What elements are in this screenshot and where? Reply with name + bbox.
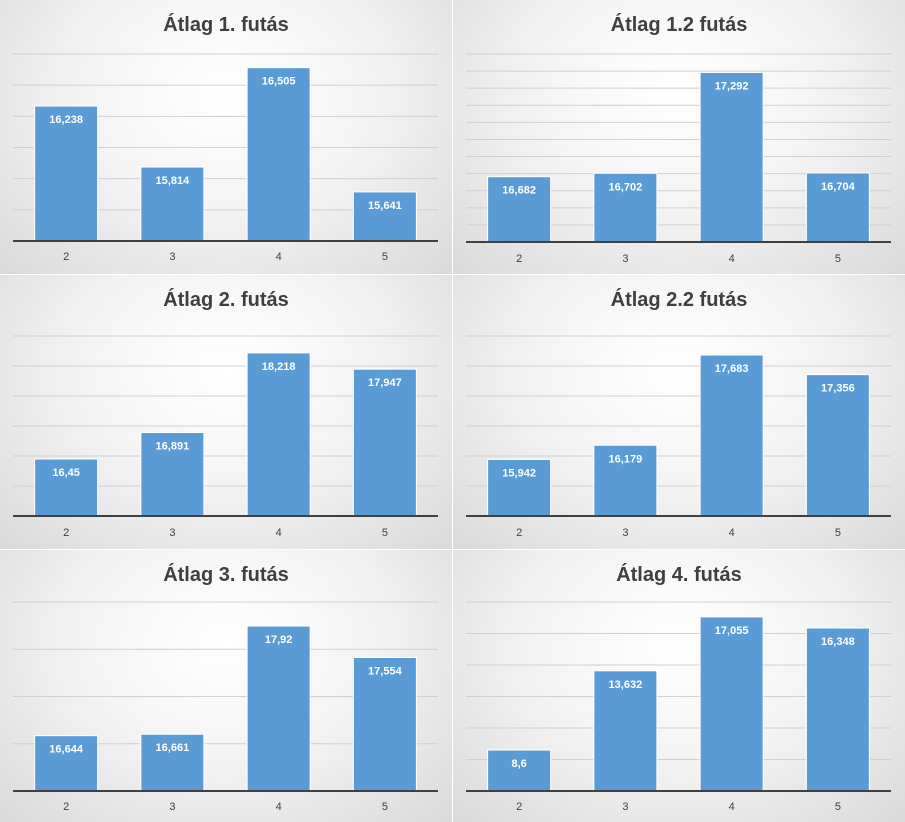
chart-title: Átlag 2. futás bbox=[163, 288, 289, 311]
x-tick-label: 2 bbox=[516, 253, 522, 265]
bar-4 bbox=[246, 625, 311, 792]
x-tick-label: 2 bbox=[516, 527, 522, 539]
x-tick-label: 3 bbox=[169, 527, 175, 539]
chart-title: Átlag 2.2 futás bbox=[611, 288, 748, 311]
x-tick-label: 3 bbox=[622, 527, 628, 539]
x-tick-label: 5 bbox=[835, 801, 841, 813]
data-label: 16,45 bbox=[52, 467, 80, 479]
data-label: 16,179 bbox=[609, 453, 643, 465]
chart-panel-4: Átlag 2.2 futás 15,942 2 16,179 3 17,683 4 17,3… bbox=[453, 275, 905, 549]
x-tick-label: 5 bbox=[835, 527, 841, 539]
bar-3 bbox=[593, 444, 658, 517]
bar-5 bbox=[352, 368, 417, 517]
chart-title: Átlag 1.2 futás bbox=[611, 13, 748, 36]
data-label: 16,682 bbox=[502, 185, 536, 197]
data-label: 17,683 bbox=[715, 363, 749, 375]
chart-6: Átlag 4. futás 8,6 2 13,632 3 17,055 4 16,348 5 bbox=[466, 563, 891, 813]
x-tick-label: 2 bbox=[63, 801, 69, 813]
bar-3 bbox=[593, 670, 658, 792]
data-label: 15,942 bbox=[502, 467, 536, 479]
data-label: 17,92 bbox=[265, 634, 293, 646]
chart-1: Átlag 1. futás 16,238 2 15,814 3 16,505 4 15,64… bbox=[13, 13, 438, 263]
chart-5: Átlag 3. futás 16,644 2 16,661 3 17,92 4 17,554… bbox=[13, 563, 438, 813]
x-tick-label: 5 bbox=[382, 251, 388, 263]
x-tick-label: 5 bbox=[382, 527, 388, 539]
x-tick-label: 2 bbox=[63, 251, 69, 263]
chart-panel-6: Átlag 4. futás 8,6 2 13,632 3 17,055 4 16,348 5 bbox=[453, 550, 905, 822]
chart-title: Átlag 4. futás bbox=[616, 563, 742, 586]
chart-3: Átlag 2. futás 16,45 2 16,891 3 18,218 4 17,947… bbox=[13, 288, 438, 539]
x-tick-label: 4 bbox=[729, 253, 735, 265]
x-tick-label: 3 bbox=[622, 801, 628, 813]
data-label: 18,218 bbox=[262, 361, 296, 373]
data-label: 16,238 bbox=[49, 114, 83, 126]
x-tick-label: 2 bbox=[516, 801, 522, 813]
bar-2 bbox=[34, 105, 99, 242]
x-tick-label: 4 bbox=[729, 527, 735, 539]
x-tick-label: 3 bbox=[169, 251, 175, 263]
data-label: 17,055 bbox=[715, 625, 749, 637]
data-label: 17,947 bbox=[368, 377, 402, 389]
data-label: 16,704 bbox=[821, 181, 856, 193]
x-tick-label: 4 bbox=[276, 251, 282, 263]
x-tick-label: 5 bbox=[382, 801, 388, 813]
data-label: 16,702 bbox=[609, 181, 643, 193]
chart-title: Átlag 1. futás bbox=[163, 13, 289, 36]
bar-2 bbox=[34, 458, 99, 517]
chart-title: Átlag 3. futás bbox=[163, 563, 289, 586]
bar-2 bbox=[34, 735, 99, 792]
bar-3 bbox=[593, 172, 658, 243]
data-label: 17,356 bbox=[821, 383, 855, 395]
x-tick-label: 4 bbox=[276, 527, 282, 539]
bar-4 bbox=[246, 67, 311, 242]
bar-5 bbox=[805, 627, 870, 792]
bar-4 bbox=[699, 354, 764, 517]
bar-5 bbox=[352, 191, 417, 242]
bar-5 bbox=[805, 172, 870, 243]
data-label: 13,632 bbox=[609, 679, 643, 691]
x-tick-label: 5 bbox=[835, 253, 841, 265]
bar-2 bbox=[487, 176, 552, 243]
data-label: 16,348 bbox=[821, 636, 855, 648]
bar-2 bbox=[487, 458, 552, 517]
data-label: 16,644 bbox=[49, 744, 84, 756]
x-tick-label: 4 bbox=[729, 801, 735, 813]
data-label: 15,814 bbox=[156, 175, 191, 187]
chart-panel-2: Átlag 1.2 futás 16,682 2 16,702 3 17,292 4 16,7… bbox=[453, 0, 905, 274]
chart-2: Átlag 1.2 futás 16,682 2 16,702 3 17,292 4 16,7… bbox=[466, 13, 891, 265]
bar-4 bbox=[699, 616, 764, 792]
chart-panel-3: Átlag 2. futás 16,45 2 16,891 3 18,218 4 17,947… bbox=[0, 275, 452, 549]
x-tick-label: 3 bbox=[169, 801, 175, 813]
data-label: 15,641 bbox=[368, 200, 402, 212]
data-label: 17,554 bbox=[368, 665, 403, 677]
data-label: 16,891 bbox=[156, 441, 190, 453]
chart-panel-5: Átlag 3. futás 16,644 2 16,661 3 17,92 4 17,554… bbox=[0, 550, 452, 822]
bar-3 bbox=[140, 432, 205, 517]
data-label: 8,6 bbox=[511, 758, 526, 770]
x-tick-label: 2 bbox=[63, 527, 69, 539]
x-tick-label: 4 bbox=[276, 801, 282, 813]
bar-5 bbox=[805, 374, 870, 517]
x-tick-label: 3 bbox=[622, 253, 628, 265]
bar-3 bbox=[140, 733, 205, 792]
chart-panel-1: Átlag 1. futás 16,238 2 15,814 3 16,505 4 15,64… bbox=[0, 0, 452, 274]
data-label: 16,505 bbox=[262, 76, 296, 88]
bar-2 bbox=[487, 749, 552, 792]
bar-4 bbox=[699, 71, 764, 243]
data-label: 16,661 bbox=[156, 742, 190, 754]
chart-4: Átlag 2.2 futás 15,942 2 16,179 3 17,683 4 17,3… bbox=[466, 288, 891, 539]
bar-4 bbox=[246, 352, 311, 517]
bar-5 bbox=[352, 656, 417, 792]
data-label: 17,292 bbox=[715, 80, 749, 92]
